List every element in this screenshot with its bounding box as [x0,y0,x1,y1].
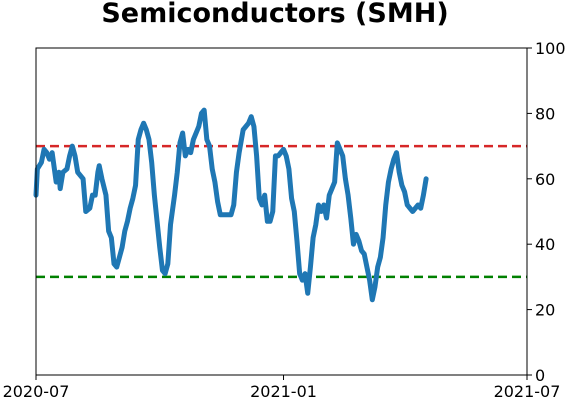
y-tick-label: 0 [535,366,545,385]
series-group [33,107,429,303]
y-tick-label: 100 [535,39,566,58]
x-tick-label: 2021-07 [494,382,561,401]
reference-lines [36,144,527,279]
x-axis: 2020-07 2021-01 2021-07 [3,375,561,401]
plot-frame [35,47,528,376]
series-line-0 [33,107,429,303]
y-tick-label: 20 [535,301,555,320]
y-tick-label: 40 [535,235,555,254]
x-tick-label: 2020-07 [3,382,70,401]
x-tick-label: 2021-01 [250,382,317,401]
y-tick-label: 60 [535,170,555,189]
chart-title: Semiconductors (SMH) [101,0,448,29]
y-axis: 0 20 40 60 80 100 [527,39,566,385]
y-tick-label: 80 [535,104,555,123]
